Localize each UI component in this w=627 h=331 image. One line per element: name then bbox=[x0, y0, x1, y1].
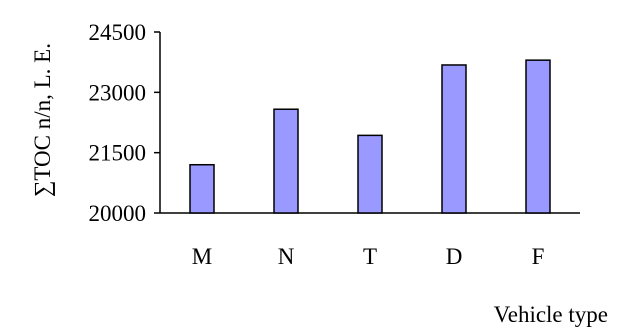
y-tick-label: 24500 bbox=[89, 20, 147, 45]
category-label: M bbox=[192, 244, 212, 269]
y-tick-label: 21500 bbox=[89, 141, 147, 166]
bar-t bbox=[357, 134, 383, 214]
category-label: F bbox=[532, 244, 545, 269]
y-tick-label: 23000 bbox=[89, 80, 147, 105]
bar-f bbox=[525, 59, 551, 214]
category-label: D bbox=[446, 244, 463, 269]
y-tick-label: 20000 bbox=[89, 201, 147, 226]
x-axis-label: Vehicle type bbox=[494, 302, 608, 327]
y-axis: 20000 21500 23000 24500 bbox=[89, 20, 161, 226]
bar-m bbox=[189, 163, 215, 214]
bar-n bbox=[273, 108, 299, 214]
bars bbox=[189, 59, 551, 214]
category-label: T bbox=[363, 244, 377, 269]
y-axis-label: ∑TOC n/n, L. E. bbox=[30, 43, 55, 197]
bar-d bbox=[441, 64, 467, 214]
category-label: N bbox=[278, 244, 295, 269]
